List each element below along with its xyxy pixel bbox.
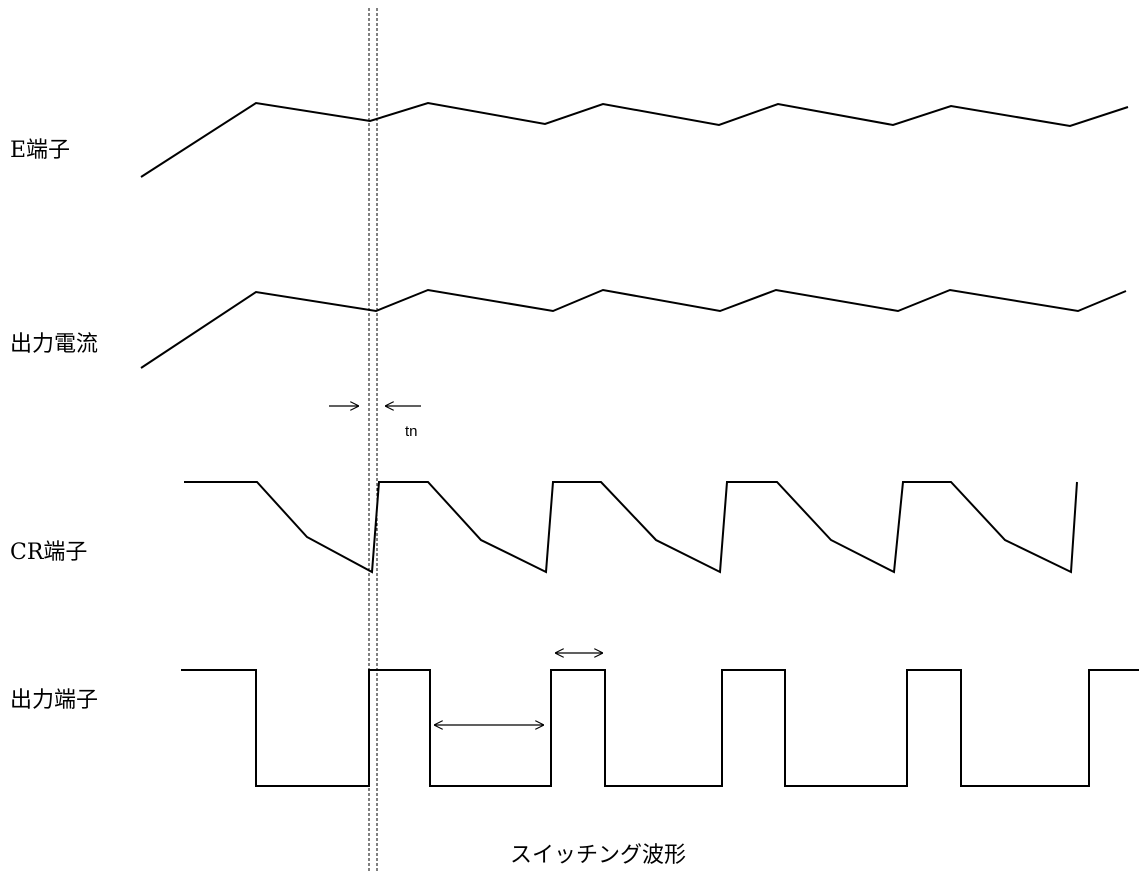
cr-terminal-waveform — [184, 481, 1078, 574]
diagram-caption: スイッチング波形 — [510, 843, 687, 868]
label-output-current: 出力電流 — [10, 332, 99, 357]
label-output-terminal: 出力端子 — [10, 688, 99, 713]
output-terminal-waveform — [181, 669, 1139, 787]
output-current-waveform — [140, 288, 1127, 369]
tn-label: tn — [405, 423, 418, 440]
label-e-terminal: E端子 — [10, 138, 71, 163]
e-terminal-waveform — [140, 101, 1129, 178]
label-cr-terminal: CR端子 — [10, 540, 88, 565]
